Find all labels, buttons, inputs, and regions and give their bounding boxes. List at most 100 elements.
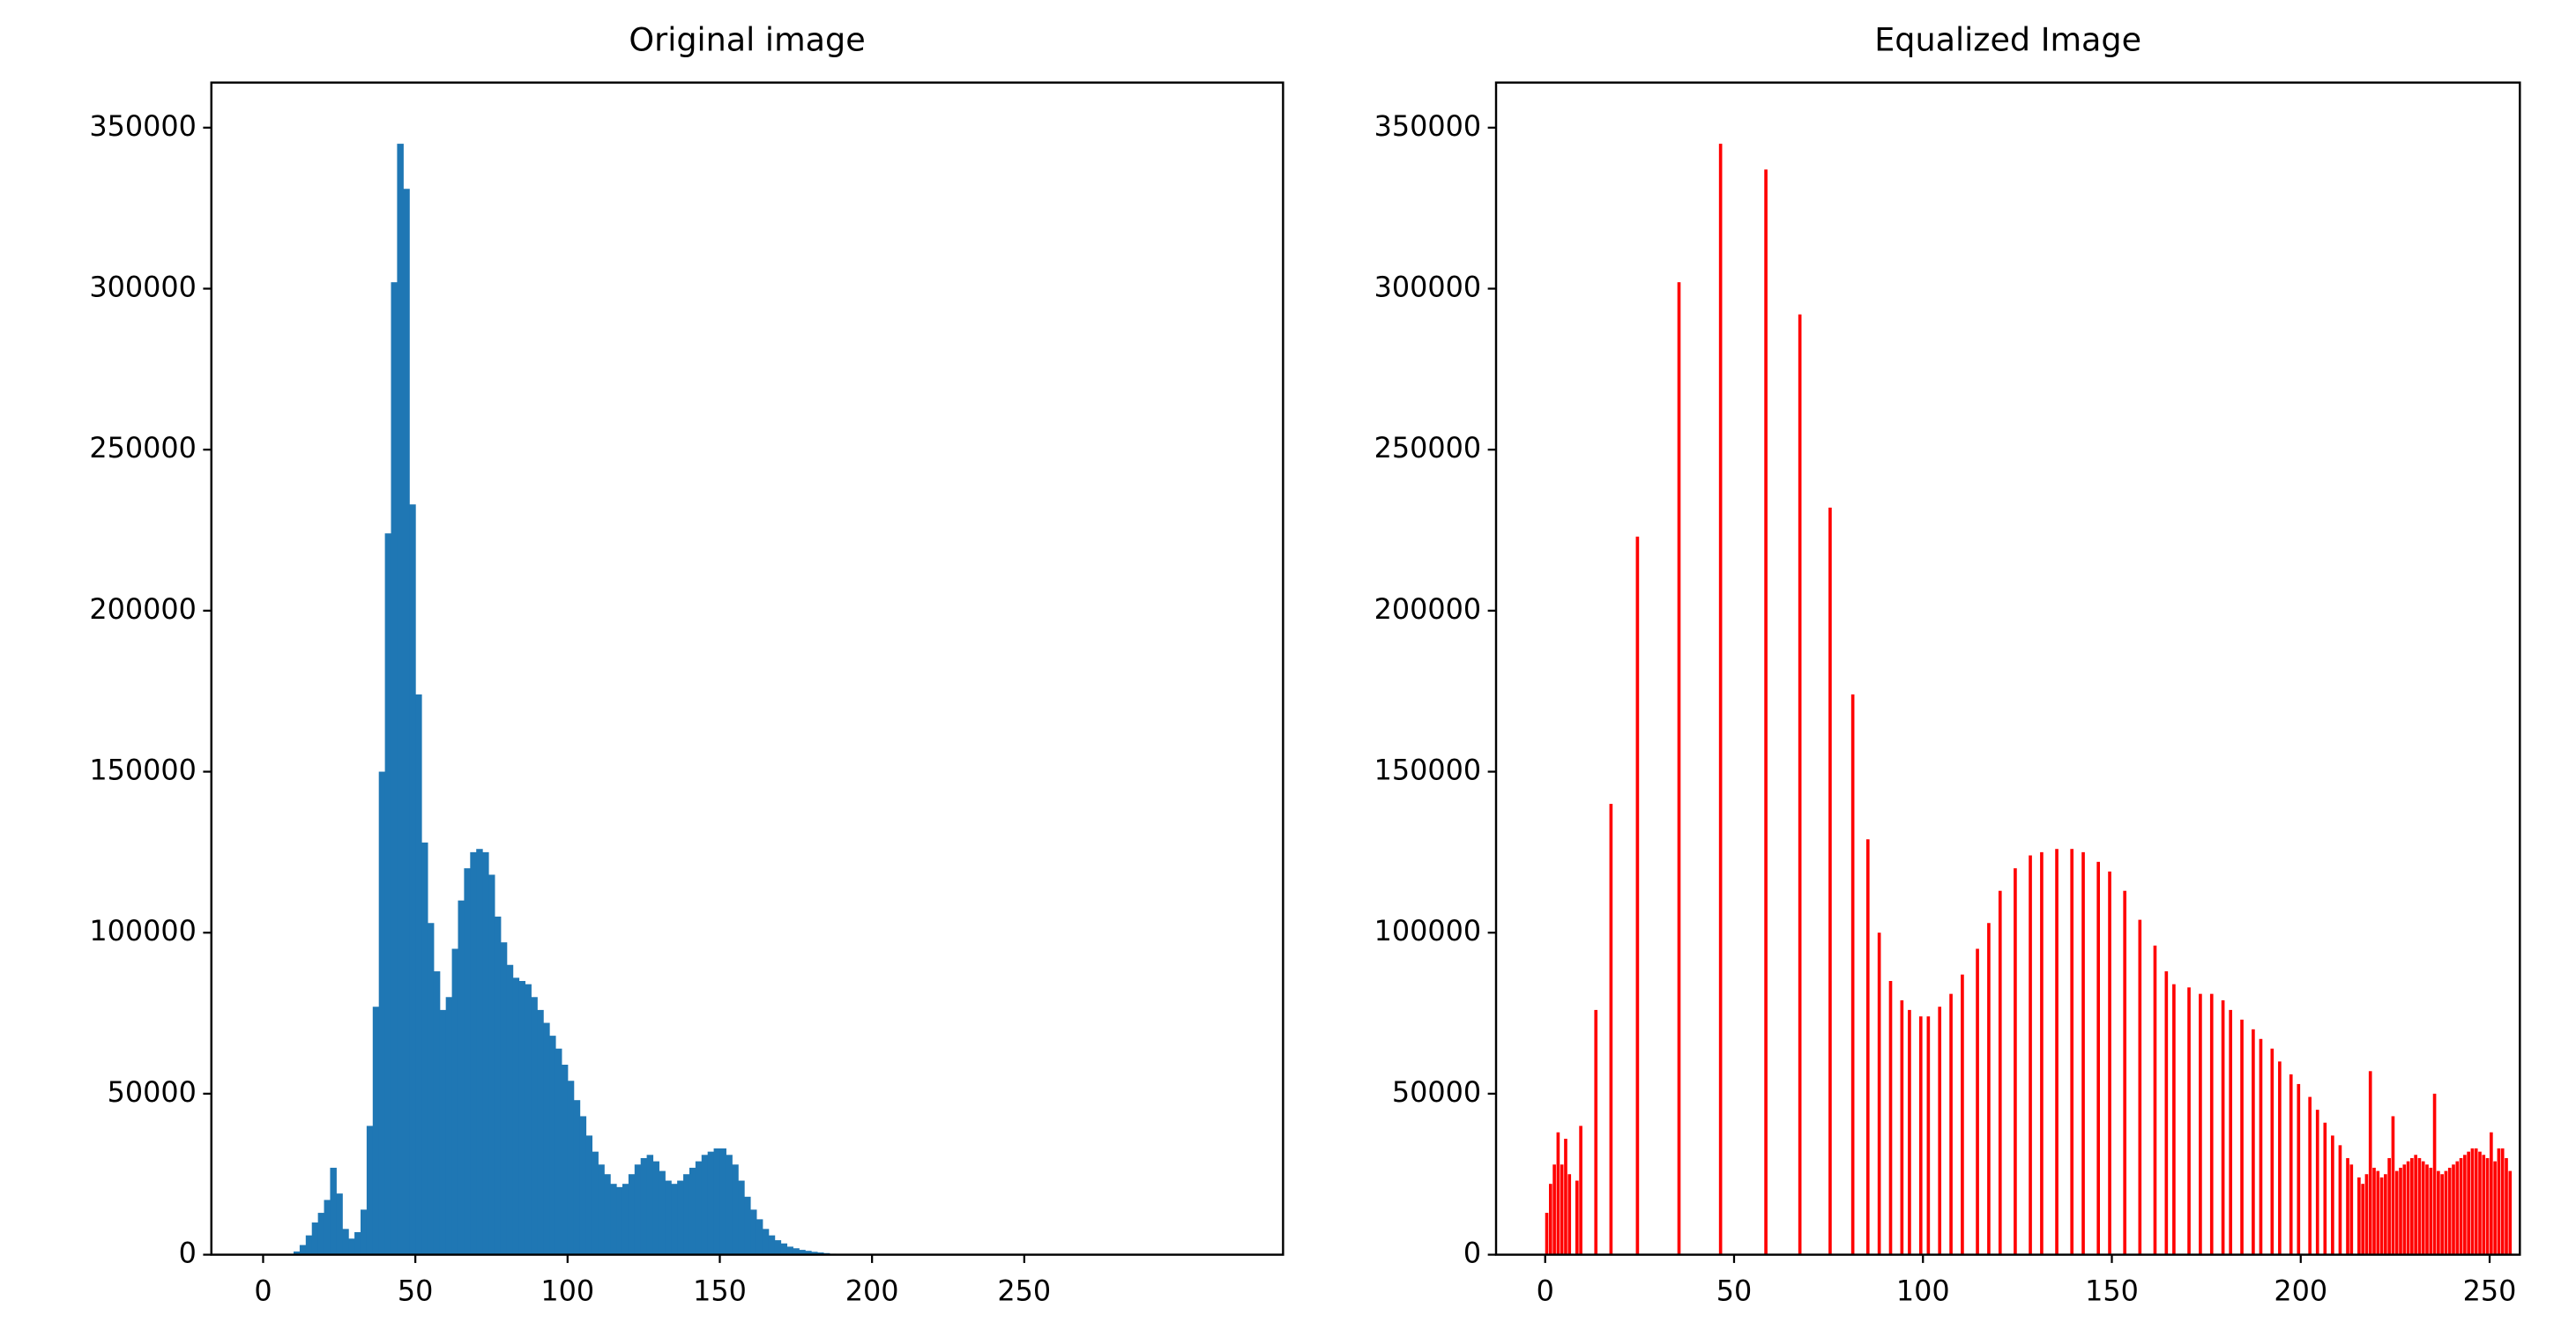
bar — [311, 1222, 319, 1255]
bar — [415, 694, 422, 1255]
bar — [1677, 282, 1681, 1255]
x-tick-label: 100 — [1896, 1274, 1950, 1308]
bar — [561, 1065, 569, 1255]
bar — [2490, 1132, 2493, 1255]
bar — [2229, 1009, 2232, 1255]
bar — [2384, 1174, 2387, 1255]
bar — [671, 1184, 678, 1255]
bar — [2297, 1083, 2301, 1255]
bar — [2123, 890, 2127, 1255]
bar — [2153, 945, 2157, 1255]
bar — [2029, 855, 2032, 1255]
bar — [2394, 1170, 2399, 1255]
bar — [555, 1048, 562, 1255]
bar — [464, 868, 471, 1255]
bar — [525, 984, 532, 1255]
bar — [2467, 1151, 2470, 1255]
bar — [1918, 1016, 1923, 1255]
bar — [2070, 849, 2074, 1255]
bar — [2500, 1148, 2505, 1255]
bar — [366, 1126, 374, 1255]
bar — [2440, 1174, 2444, 1255]
bar — [348, 1238, 355, 1255]
bar — [1976, 948, 1979, 1255]
bar — [317, 1213, 325, 1255]
bar — [659, 1170, 666, 1255]
bar — [2444, 1170, 2448, 1255]
bar — [2508, 1170, 2513, 1255]
bar — [1594, 1009, 1598, 1255]
bar — [2425, 1164, 2429, 1255]
bar — [1865, 839, 1870, 1255]
bar — [719, 1148, 726, 1255]
bar — [592, 1151, 599, 1255]
bar — [2289, 1074, 2293, 1255]
bar — [1545, 1213, 1549, 1255]
bar — [610, 1184, 617, 1255]
bar — [2338, 1145, 2342, 1255]
bar — [701, 1155, 709, 1255]
bar — [732, 1164, 739, 1255]
bar — [677, 1180, 684, 1255]
bar — [439, 1009, 447, 1255]
bar — [2421, 1161, 2425, 1255]
bar — [2108, 871, 2111, 1255]
x-tick-label: 150 — [693, 1274, 747, 1308]
bar — [2199, 993, 2202, 1255]
bar — [628, 1174, 636, 1255]
y-tick-label: 50000 — [108, 1075, 197, 1109]
bar — [2452, 1164, 2455, 1255]
bar — [816, 1252, 824, 1255]
bar — [695, 1161, 703, 1255]
x-tick-label: 250 — [997, 1274, 1051, 1308]
y-tick-label: 300000 — [1374, 271, 1482, 304]
bar — [616, 1186, 623, 1255]
bar — [1900, 999, 1904, 1255]
y-tick-label: 200000 — [89, 592, 197, 626]
bar — [1888, 981, 1893, 1255]
bar — [2240, 1019, 2244, 1255]
bar — [500, 942, 508, 1255]
bar — [2346, 1157, 2349, 1255]
bar — [2164, 971, 2169, 1255]
bar — [506, 964, 514, 1255]
x-tick-label: 50 — [398, 1274, 434, 1308]
y-tick-label: 200000 — [1374, 592, 1482, 626]
bar — [2410, 1157, 2414, 1255]
bar — [622, 1184, 629, 1255]
bar — [342, 1229, 349, 1255]
y-tick-label: 100000 — [89, 914, 197, 947]
bar — [573, 1100, 581, 1255]
bar — [1764, 169, 1768, 1255]
bar — [1575, 1180, 1579, 1255]
bar — [470, 851, 477, 1255]
bar — [726, 1155, 733, 1255]
bar — [738, 1180, 745, 1255]
y-tick-label: 50000 — [1392, 1075, 1481, 1109]
bar — [2014, 868, 2017, 1255]
bar — [2270, 1048, 2274, 1255]
bar — [2221, 999, 2225, 1255]
bar — [2368, 1071, 2372, 1255]
bar — [488, 874, 495, 1255]
bar — [640, 1157, 648, 1255]
bar — [665, 1180, 672, 1255]
bar — [324, 1200, 331, 1255]
bar — [2357, 1177, 2361, 1255]
bar — [2323, 1122, 2327, 1255]
y-tick-label: 250000 — [1374, 431, 1482, 464]
bar — [2372, 1167, 2376, 1255]
bar — [1567, 1174, 1572, 1255]
bar — [598, 1164, 605, 1255]
bar — [1552, 1164, 1556, 1255]
bar — [1908, 1009, 1911, 1255]
bar — [2361, 1184, 2364, 1255]
bar — [1579, 1126, 1582, 1255]
bar — [1635, 536, 1640, 1255]
bar — [2399, 1167, 2402, 1255]
bar — [427, 923, 435, 1255]
bar — [2402, 1164, 2407, 1255]
bar — [1998, 890, 2002, 1255]
x-tick-label: 0 — [254, 1274, 272, 1308]
